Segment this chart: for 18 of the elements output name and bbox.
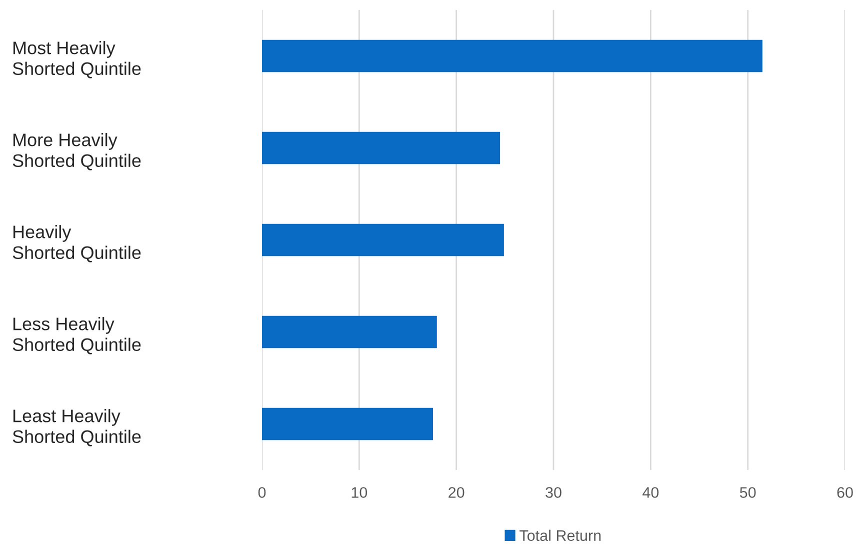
- bar: [262, 408, 434, 440]
- y-tick-label: Less Heavily Shorted Quintile: [12, 317, 141, 354]
- legend-label: Total Return: [520, 530, 601, 541]
- y-tick-label: Most Heavily Shorted Quintile: [12, 41, 141, 78]
- x-tick-label: 10: [352, 487, 368, 498]
- bar: [262, 224, 504, 256]
- x-tick-label: 50: [740, 487, 756, 498]
- y-tick-label: Heavily Shorted Quintile: [12, 225, 141, 262]
- x-tick-label: 0: [258, 487, 266, 498]
- bar: [262, 132, 500, 164]
- x-tick-label: 60: [837, 487, 853, 498]
- bar: [262, 40, 762, 72]
- x-tick-label: 40: [642, 487, 659, 498]
- bar: [262, 316, 437, 348]
- y-tick-label: More Heavily Shorted Quintile: [12, 133, 141, 170]
- y-tick-label: Least Heavily Shorted Quintile: [12, 409, 141, 446]
- x-tick-label: 20: [448, 487, 464, 498]
- x-tick-label: 30: [546, 487, 562, 498]
